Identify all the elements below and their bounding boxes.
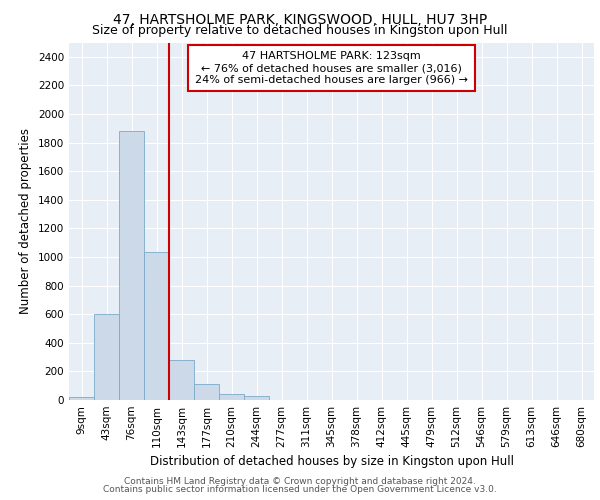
Y-axis label: Number of detached properties: Number of detached properties (19, 128, 32, 314)
Text: Contains public sector information licensed under the Open Government Licence v3: Contains public sector information licen… (103, 485, 497, 494)
Text: Contains HM Land Registry data © Crown copyright and database right 2024.: Contains HM Land Registry data © Crown c… (124, 477, 476, 486)
Bar (144, 252, 169, 400)
Bar (219, 394, 244, 400)
Text: 47, HARTSHOLME PARK, KINGSWOOD, HULL, HU7 3HP: 47, HARTSHOLME PARK, KINGSWOOD, HULL, HU… (113, 12, 487, 26)
Bar (119, 131, 144, 400)
Text: 47 HARTSHOLME PARK: 123sqm
← 76% of detached houses are smaller (3,016)
24% of s: 47 HARTSHOLME PARK: 123sqm ← 76% of deta… (195, 52, 468, 84)
Bar (94, 314, 119, 400)
Bar (69, 398, 94, 400)
Bar (194, 384, 219, 400)
X-axis label: Distribution of detached houses by size in Kingston upon Hull: Distribution of detached houses by size … (149, 456, 514, 468)
Bar (169, 360, 194, 400)
Text: Size of property relative to detached houses in Kingston upon Hull: Size of property relative to detached ho… (92, 24, 508, 37)
Bar (244, 396, 269, 400)
